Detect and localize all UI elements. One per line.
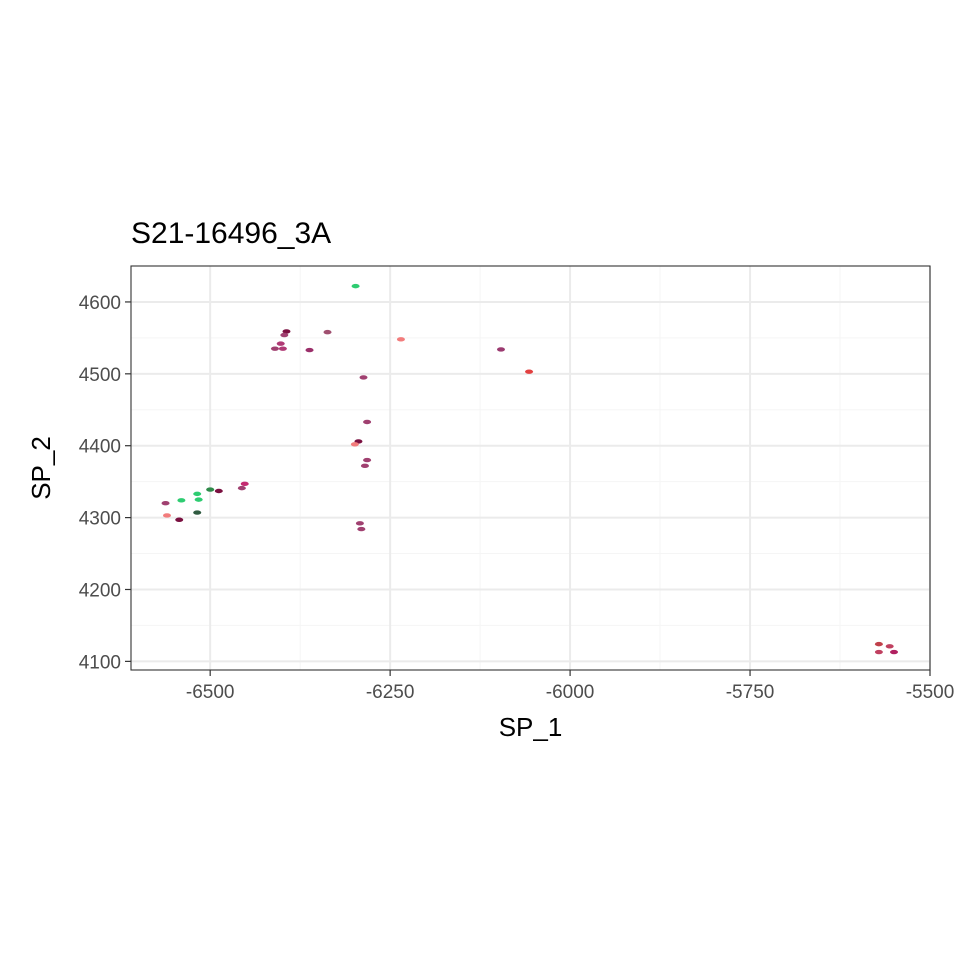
x-tick-label: -6000: [546, 682, 595, 703]
y-tick-label: 4100: [79, 652, 121, 673]
grid-major: [131, 266, 931, 670]
data-point: [161, 501, 170, 506]
y-tick-label: 4500: [79, 365, 121, 386]
data-point: [323, 329, 332, 335]
data-point: [396, 337, 405, 342]
data-point: [270, 346, 279, 351]
data-point: [363, 419, 372, 425]
x-tick-label: -5500: [906, 682, 955, 703]
y-axis-title: SP_2: [26, 436, 56, 500]
data-point: [193, 491, 202, 497]
data-point: [194, 497, 203, 502]
data-point: [874, 641, 883, 647]
data-point: [240, 481, 249, 487]
data-point: [363, 457, 372, 463]
data-point: [351, 283, 360, 289]
data-point: [890, 649, 899, 655]
y-tick-label: 4600: [79, 293, 121, 314]
data-point: [278, 346, 287, 351]
data-point: [206, 487, 215, 492]
x-tick-label: -6250: [366, 682, 415, 703]
data-point: [885, 644, 894, 649]
data-point: [175, 517, 184, 522]
data-point: [525, 369, 534, 374]
data-points: [161, 283, 899, 655]
data-point: [280, 332, 289, 338]
y-tick-label: 4400: [79, 437, 121, 458]
data-point: [237, 485, 246, 491]
data-point: [874, 649, 883, 655]
y-tick-label: 4300: [79, 509, 121, 530]
x-tick-label: -5750: [726, 682, 775, 703]
x-axis-title: SP_1: [499, 712, 563, 742]
panel-border: [130, 265, 931, 671]
y-tick-label: 4200: [79, 580, 121, 601]
data-point: [359, 375, 368, 380]
grid-minor: [131, 266, 930, 670]
data-point: [360, 463, 369, 469]
data-point: [214, 488, 223, 494]
x-axis: -6500 -6250 -6000 -5750 -5500: [186, 670, 954, 703]
chart-title: S21-16496_3A: [131, 217, 331, 250]
data-point: [276, 341, 285, 346]
data-point: [355, 521, 364, 526]
data-point: [177, 498, 186, 503]
data-point: [350, 442, 359, 447]
data-point: [282, 329, 291, 334]
data-point: [193, 510, 202, 515]
x-tick-label: -6500: [186, 682, 235, 703]
data-point: [162, 513, 171, 518]
y-axis: 4100 4200 4300 4400 4500 4600: [79, 293, 131, 673]
data-point: [357, 526, 366, 532]
data-point: [305, 347, 314, 353]
data-point: [496, 347, 505, 352]
